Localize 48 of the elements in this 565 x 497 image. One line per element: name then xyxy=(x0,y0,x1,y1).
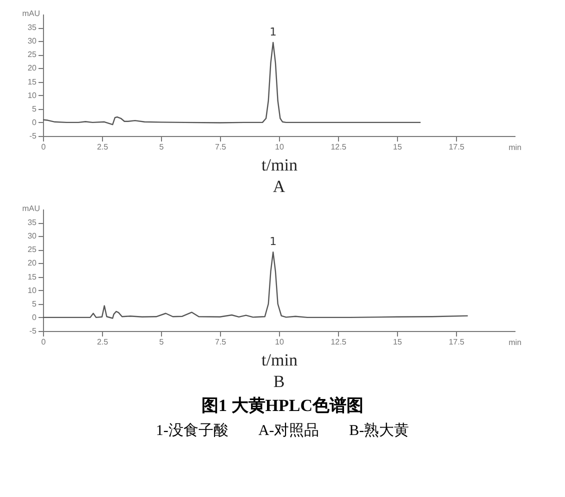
y-tick-label: 25 xyxy=(28,245,38,254)
x-tick-label: 12.5 xyxy=(330,338,347,346)
x-tick-label: 17.5 xyxy=(448,338,465,346)
line-series xyxy=(43,42,422,126)
x-tick-label: 15 xyxy=(393,338,402,346)
x-tick-label: 10 xyxy=(275,338,284,346)
x-tick-label: 10 xyxy=(275,142,284,152)
y-tick-label: 0 xyxy=(32,118,38,127)
y-tick-label: 10 xyxy=(28,286,38,295)
y-tick-label: 20 xyxy=(28,258,38,268)
x-tick-label: 5 xyxy=(159,142,164,152)
y-tick-label: 30 xyxy=(28,36,38,46)
line-series xyxy=(43,252,468,319)
x-tick-label: 17.5 xyxy=(448,142,465,152)
y-tick-label: 10 xyxy=(28,90,38,100)
y-tick-label: 20 xyxy=(28,64,38,73)
x-tick-label: 15 xyxy=(393,142,402,152)
x-tick-label: 0 xyxy=(41,142,46,152)
text: min xyxy=(508,143,522,152)
y-tick-label: 35 xyxy=(28,218,38,228)
annotation: 1 xyxy=(270,235,277,248)
y-tick-label: 30 xyxy=(28,232,38,241)
y-tick-label: 15 xyxy=(28,77,38,86)
x-tick-label: 7.5 xyxy=(214,338,227,346)
y-tick-label: 5 xyxy=(32,104,38,114)
y-tick-label: 0 xyxy=(32,312,38,322)
x-axis-title: t/min xyxy=(262,350,298,370)
caption: 图1 大黄HPLC色谱图 xyxy=(200,395,364,417)
y-tick-label: 25 xyxy=(28,50,38,60)
x-tick-label: 7.5 xyxy=(214,142,227,152)
x-tick-label: 5 xyxy=(159,338,164,346)
text: 1-没食子酸 A-对照品 B-熟大黄 xyxy=(154,422,410,440)
y-tick-label: 15 xyxy=(28,272,38,282)
y-tick-label: 5 xyxy=(32,299,38,308)
y-axis-title: mAU xyxy=(22,204,40,213)
text: min xyxy=(508,338,522,347)
text: A xyxy=(272,177,286,196)
x-tick-label: 2.5 xyxy=(96,338,109,346)
annotation: 1 xyxy=(270,25,277,38)
y-tick-label: 35 xyxy=(28,23,38,32)
y-axis-title: mAU xyxy=(22,9,40,18)
x-axis-title: t/min xyxy=(262,156,298,174)
x-tick-label: 2.5 xyxy=(96,142,109,152)
x-tick-label: 0 xyxy=(41,338,46,346)
y-tick-label: -5 xyxy=(29,326,38,336)
text: B xyxy=(273,372,285,391)
y-tick-label: -5 xyxy=(29,132,38,140)
x-tick-label: 12.5 xyxy=(330,142,347,152)
